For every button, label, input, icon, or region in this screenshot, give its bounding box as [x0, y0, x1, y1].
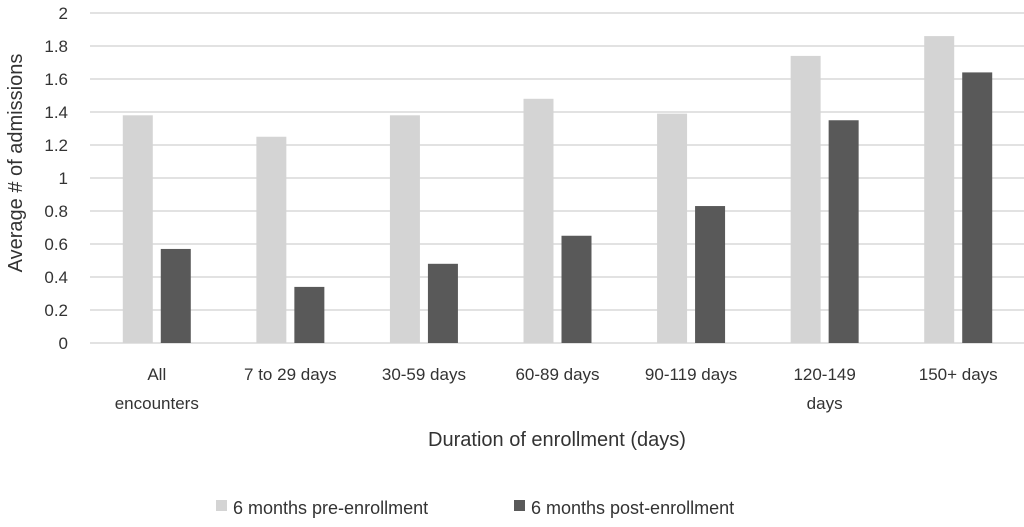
bars — [122, 36, 993, 344]
bar-pre-enrollment — [389, 115, 420, 343]
x-category-label: 7 to 29 days — [244, 365, 337, 384]
x-axis-categories: All encounters 7 to 29 days 30-59 days 60-89… — [115, 365, 998, 413]
legend-label: 6 months pre-enrollment — [233, 498, 428, 518]
x-category-label: All — [147, 365, 166, 384]
bar-pre-enrollment — [122, 115, 153, 343]
y-tick-label: 0.8 — [44, 202, 68, 221]
y-axis-title: Average # of admissions — [5, 54, 27, 273]
bar-post-enrollment — [160, 248, 191, 343]
y-axis-ticks: 0 0.2 0.4 0.6 0.8 1 1.2 1.4 1.6 1.8 2 — [44, 4, 68, 353]
legend-swatch — [216, 500, 227, 511]
x-category-label: days — [807, 394, 843, 413]
y-tick-label: 1.2 — [44, 136, 68, 155]
bar-post-enrollment — [427, 263, 458, 343]
bar-pre-enrollment — [256, 136, 287, 343]
x-category-label: 120-149 — [793, 365, 855, 384]
x-category-label: 60-89 days — [515, 365, 599, 384]
x-category-label: 90-119 days — [645, 365, 737, 384]
legend-label: 6 months post-enrollment — [531, 498, 734, 518]
bar-pre-enrollment — [924, 36, 955, 343]
bar-post-enrollment — [561, 235, 592, 343]
y-tick-label: 1.4 — [44, 103, 68, 122]
y-tick-label: 2 — [59, 4, 68, 23]
gridlines — [90, 12, 1024, 344]
bar-post-enrollment — [695, 206, 726, 343]
x-category-label: 30-59 days — [382, 365, 466, 384]
y-tick-label: 1.6 — [44, 70, 68, 89]
bar-pre-enrollment — [657, 113, 688, 344]
bar-post-enrollment — [828, 120, 859, 343]
legend: 6 months pre-enrollment 6 months post-enr… — [216, 498, 734, 518]
y-tick-label: 0.6 — [44, 235, 68, 254]
y-tick-label: 1 — [59, 169, 68, 188]
y-tick-label: 0.2 — [44, 301, 68, 320]
x-axis-title: Duration of enrollment (days) — [428, 429, 686, 451]
y-tick-label: 0 — [59, 334, 68, 353]
bar-post-enrollment — [962, 72, 993, 344]
y-tick-label: 1.8 — [44, 37, 68, 56]
x-category-label: encounters — [115, 394, 199, 413]
legend-swatch — [514, 500, 525, 511]
bar-pre-enrollment — [790, 55, 821, 344]
bar-post-enrollment — [294, 286, 325, 343]
bar-pre-enrollment — [523, 98, 554, 343]
x-category-label: 150+ days — [919, 365, 998, 384]
y-tick-label: 0.4 — [44, 268, 68, 287]
